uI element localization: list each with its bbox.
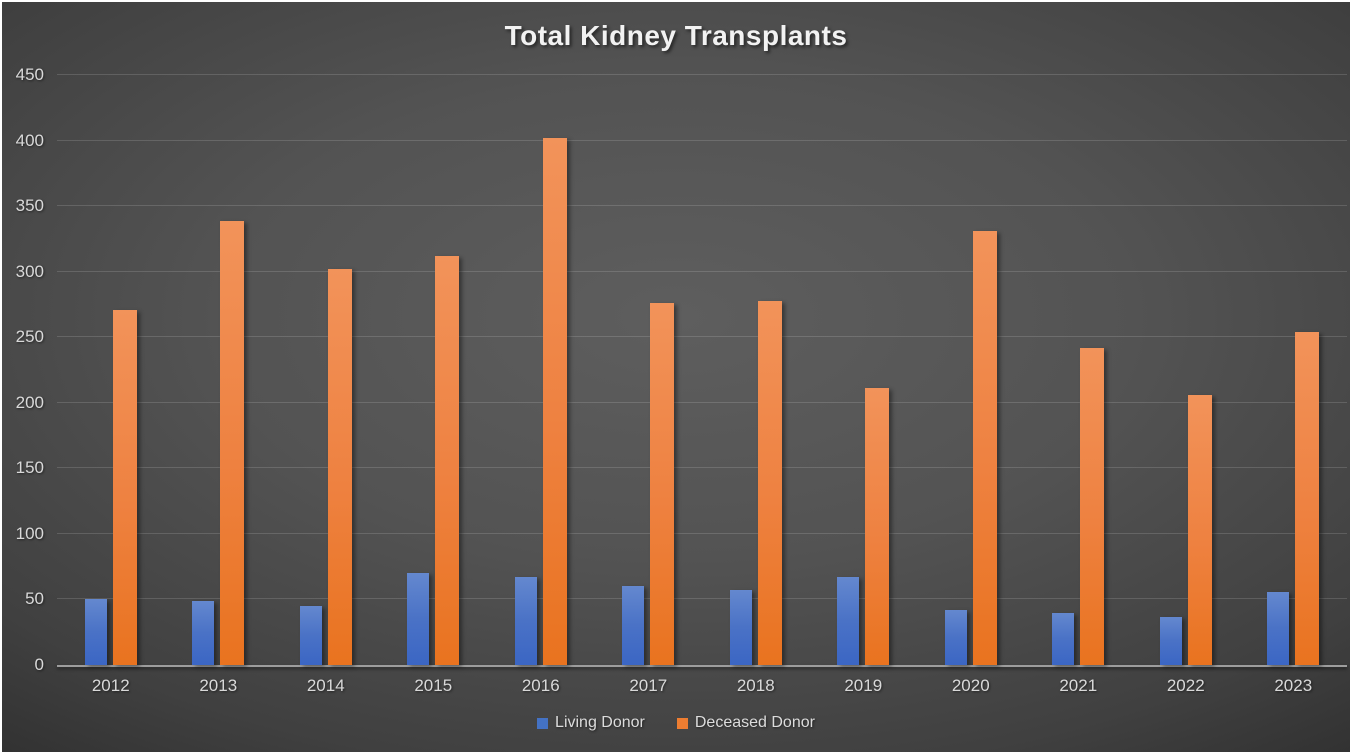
x-axis: 2012 2013 2014 2015 2016 2017 2018 2019 2020 2021… xyxy=(57,676,1347,696)
legend-label: Deceased Donor xyxy=(694,714,815,731)
x-tick-label-2019: 2019 xyxy=(844,676,883,695)
x-tick-label-2020: 2020 xyxy=(951,676,990,695)
bar-deceased-donor-2019 xyxy=(865,388,890,665)
bar-group-2013 xyxy=(165,75,273,665)
legend-item-living-donor: Living Donor xyxy=(537,714,645,732)
bar-deceased-donor-2023 xyxy=(1295,331,1320,665)
bar-living-donor-2013 xyxy=(192,600,215,665)
y-tick-label-150: 150 xyxy=(15,458,44,478)
bar-deceased-donor-2015 xyxy=(435,255,460,665)
x-tick-label-2021: 2021 xyxy=(1059,676,1098,695)
y-tick-label-200: 200 xyxy=(15,392,44,412)
gridline-250 xyxy=(57,336,1347,338)
bar-deceased-donor-2014 xyxy=(327,269,352,665)
x-tick-label-2014: 2014 xyxy=(306,676,345,695)
bar-living-donor-2014 xyxy=(299,606,322,665)
x-tick-label-2015: 2015 xyxy=(414,676,453,695)
bar-deceased-donor-2020 xyxy=(972,231,997,665)
x-tick-label-2013: 2013 xyxy=(199,676,238,695)
x-tick-label-2012: 2012 xyxy=(91,676,130,695)
bar-group-2016 xyxy=(487,75,595,665)
bar-deceased-donor-2013 xyxy=(220,220,245,665)
bar-group-2019 xyxy=(810,75,918,665)
y-axis: 0 50 100 150 200 250 300 350 400 450 xyxy=(2,65,48,674)
legend-label: Living Donor xyxy=(555,714,645,731)
bar-deceased-donor-2017 xyxy=(650,303,675,665)
gridline-150 xyxy=(57,467,1347,469)
bar-living-donor-2017 xyxy=(622,586,645,665)
x-tick-label-2016: 2016 xyxy=(521,676,560,695)
gridline-100 xyxy=(57,532,1347,534)
bar-living-donor-2021 xyxy=(1052,612,1075,665)
bar-group-2017 xyxy=(595,75,703,665)
legend-swatch-living-donor xyxy=(537,717,549,729)
gridline-300 xyxy=(57,270,1347,272)
gridline-200 xyxy=(57,401,1347,403)
bar-deceased-donor-2012 xyxy=(112,309,137,665)
bar-living-donor-2020 xyxy=(944,609,967,665)
bar-deceased-donor-2018 xyxy=(757,300,782,665)
x-tick-label-2023: 2023 xyxy=(1274,676,1313,695)
chart-title: Total Kidney Transplants xyxy=(504,20,848,51)
bar-group-2022 xyxy=(1132,75,1240,665)
bar-deceased-donor-2016 xyxy=(542,137,567,665)
plot-area xyxy=(57,74,1348,667)
y-tick-label-400: 400 xyxy=(15,130,44,150)
bar-living-donor-2023 xyxy=(1267,591,1290,665)
bar-living-donor-2019 xyxy=(837,577,860,665)
gridline-400 xyxy=(57,139,1347,141)
legend: Living Donor Deceased Donor xyxy=(2,714,1350,732)
bar-living-donor-2012 xyxy=(84,599,107,665)
bar-group-2020 xyxy=(917,75,1025,665)
x-axis-line xyxy=(57,665,1347,667)
gridline-450 xyxy=(57,74,1347,75)
gridline-350 xyxy=(57,205,1347,207)
bar-group-2018 xyxy=(702,75,810,665)
x-tick-label-2022: 2022 xyxy=(1166,676,1205,695)
bar-deceased-donor-2022 xyxy=(1187,394,1212,665)
bar-living-donor-2015 xyxy=(407,573,430,665)
y-tick-label-250: 250 xyxy=(15,327,44,347)
y-tick-label-0: 0 xyxy=(34,655,44,674)
y-tick-label-450: 450 xyxy=(15,65,44,84)
bar-living-donor-2022 xyxy=(1159,616,1182,665)
bar-group-2012 xyxy=(57,75,165,665)
y-tick-label-300: 300 xyxy=(15,261,44,281)
legend-item-deceased-donor: Deceased Donor xyxy=(676,714,815,732)
x-tick-label-2018: 2018 xyxy=(736,676,775,695)
x-tick-label-2017: 2017 xyxy=(629,676,668,695)
y-tick-label-350: 350 xyxy=(15,196,44,216)
bar-group-2023 xyxy=(1240,75,1348,665)
bar-living-donor-2016 xyxy=(514,577,537,665)
legend-swatch-deceased-donor xyxy=(676,717,688,729)
bar-group-2015 xyxy=(380,75,488,665)
y-tick-label-50: 50 xyxy=(25,589,44,609)
bar-living-donor-2018 xyxy=(729,590,752,665)
bar-group-2021 xyxy=(1025,75,1133,665)
bar-deceased-donor-2021 xyxy=(1080,347,1105,665)
y-tick-label-100: 100 xyxy=(15,523,44,543)
gridline-50 xyxy=(57,598,1347,600)
bar-group-2014 xyxy=(272,75,380,665)
